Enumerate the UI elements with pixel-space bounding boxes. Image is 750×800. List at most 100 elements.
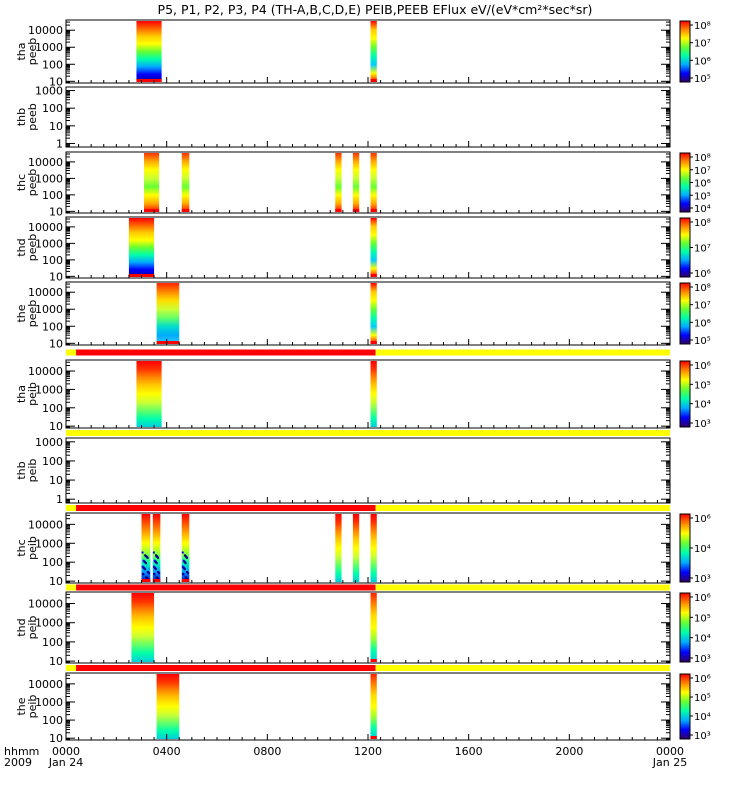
speckle bbox=[146, 571, 149, 574]
y-tick-label: 1000 bbox=[35, 537, 63, 550]
panel-thd-peib: 10000 1000 100 10 thdpeib 10⁶ 10⁵ 10⁴ 10³ bbox=[15, 591, 711, 668]
colorbar-label: 10⁴ bbox=[694, 544, 711, 555]
panel-thd-peeb: 10000 1000 100 10 thdpeeb 10⁸ 10⁷ 10⁶ bbox=[15, 216, 711, 283]
flag-bar-segment bbox=[375, 665, 670, 671]
speckle bbox=[153, 572, 156, 575]
flag-bar-segment bbox=[375, 584, 670, 591]
spectrum-block bbox=[156, 283, 180, 344]
colorbar-label: 10⁵ bbox=[694, 693, 711, 704]
spectrum-block bbox=[370, 283, 377, 344]
colorbar-label: 10⁸ bbox=[694, 218, 711, 229]
instrument-label: peeb bbox=[26, 300, 39, 328]
y-axis-label: thdpeib bbox=[15, 616, 39, 640]
spectrum-block bbox=[136, 361, 162, 427]
instrument-label: peeb bbox=[26, 169, 39, 197]
speckle bbox=[154, 554, 157, 557]
probe-label: tha bbox=[15, 42, 28, 60]
y-axis-label: thcpeib bbox=[15, 536, 39, 560]
flag-bar-segment bbox=[76, 505, 376, 511]
colorbar-label: 10⁷ bbox=[694, 244, 711, 255]
colorbar-label: 10⁸ bbox=[694, 21, 711, 32]
panel-frame bbox=[65, 437, 671, 504]
probe-label: thd bbox=[15, 618, 28, 636]
colorbar-label: 10⁶ bbox=[694, 514, 711, 525]
chart-title: P5, P1, P2, P3, P4 (TH-A,B,C,D,E) PEIB,P… bbox=[158, 2, 593, 17]
colorbar-label: 10⁴ bbox=[694, 400, 711, 411]
y-tick-label: 10000 bbox=[28, 286, 63, 299]
panels-layer: 10000 1000 100 10 tha peeb 10⁸ 10⁷ 10⁶ 10⁵ 1000 100… bbox=[15, 19, 711, 745]
spectrum-block bbox=[156, 674, 180, 739]
flag-bar-segment bbox=[76, 584, 376, 591]
colorbar-label: 10⁸ bbox=[694, 153, 711, 164]
speckle bbox=[145, 576, 148, 579]
panel-tha-peeb: 10000 1000 100 10 thapeeb 10⁸ 10⁷ 10⁶ 10⁵ bbox=[15, 19, 711, 88]
panel-frame bbox=[65, 216, 671, 279]
colorbar-label: 10⁷ bbox=[694, 39, 711, 50]
panel-the-peib: 10000 1000 100 10 thepeib 10⁶ 10⁵ 10⁴ 10³ bbox=[15, 672, 711, 745]
y-tick-label: 10 bbox=[49, 75, 63, 88]
panel-thb-peib: 1000 100 10 1 thbpeib bbox=[15, 436, 671, 506]
low-energy-band bbox=[181, 579, 190, 582]
y-tick-label: 10000 bbox=[28, 518, 63, 531]
y-tick-label: 1000 bbox=[35, 696, 63, 709]
probe-label: thc bbox=[15, 539, 28, 556]
y-tick-label: 10 bbox=[49, 732, 63, 745]
spectrum-block bbox=[370, 674, 377, 739]
y-tick-label: 100 bbox=[42, 189, 63, 202]
x-tick-label: 0800 bbox=[253, 745, 281, 758]
colorbar-label: 10⁴ bbox=[694, 204, 711, 215]
y-tick-label: 100 bbox=[42, 402, 63, 415]
spectrum-block bbox=[370, 153, 377, 212]
probe-label: thc bbox=[15, 174, 28, 191]
colorbar-label: 10⁶ bbox=[694, 179, 711, 190]
flag-bar-segment bbox=[375, 505, 670, 511]
panel-thc-peib: 10000 1000 100 10 thcpeib 10⁶ 10⁴ 10³ bbox=[15, 512, 711, 588]
x-tick-label: 2000 bbox=[555, 745, 583, 758]
y-axis-label: thapeib bbox=[15, 382, 39, 406]
low-energy-band bbox=[370, 209, 377, 212]
colorbar-label: 10⁵ bbox=[694, 336, 711, 347]
colorbar-label: 10⁶ bbox=[694, 318, 711, 329]
instrument-label: peib bbox=[26, 695, 39, 719]
y-tick-label: 10000 bbox=[28, 598, 63, 611]
colorbar-label: 10³ bbox=[694, 574, 711, 585]
y-tick-label: 1000 bbox=[35, 617, 63, 630]
panel-frame bbox=[65, 86, 671, 148]
speckle bbox=[186, 571, 189, 574]
y-tick-label: 1000 bbox=[35, 85, 63, 98]
y-tick-label: 10 bbox=[49, 120, 63, 133]
y-tick-label: 10 bbox=[49, 474, 63, 487]
spectrum-block bbox=[335, 153, 342, 212]
low-energy-band bbox=[370, 79, 377, 82]
spectrum-block bbox=[131, 593, 155, 662]
speckle bbox=[152, 551, 155, 554]
colorbar bbox=[679, 152, 691, 213]
y-tick-label: 100 bbox=[42, 455, 63, 468]
y-tick-label: 10 bbox=[49, 270, 63, 283]
y-axis-label: thcpeeb bbox=[15, 169, 39, 197]
colorbar bbox=[679, 282, 691, 345]
colorbar-label: 10⁷ bbox=[694, 166, 711, 177]
spectrum-block bbox=[335, 514, 342, 582]
colorbar-label: 10⁶ bbox=[694, 56, 711, 67]
colorbar bbox=[679, 592, 691, 663]
probe-label: thb bbox=[15, 108, 28, 126]
y-tick-label: 100 bbox=[42, 254, 63, 267]
y-tick-label: 10000 bbox=[28, 221, 63, 234]
flag-bar-segment bbox=[66, 584, 77, 591]
flag-bars-layer bbox=[66, 349, 670, 671]
speckle bbox=[141, 565, 144, 568]
y-tick-label: 1000 bbox=[35, 436, 63, 449]
low-energy-band bbox=[152, 579, 161, 582]
flag-bar-segment bbox=[76, 665, 376, 671]
y-tick-label: 1000 bbox=[35, 41, 63, 54]
spectrum-block bbox=[181, 514, 190, 582]
y-tick-label: 100 bbox=[42, 320, 63, 333]
spectrum-block bbox=[144, 153, 160, 212]
colorbar-label: 10⁶ bbox=[694, 361, 711, 372]
speckle bbox=[181, 551, 184, 554]
instrument-label: peib bbox=[26, 536, 39, 560]
